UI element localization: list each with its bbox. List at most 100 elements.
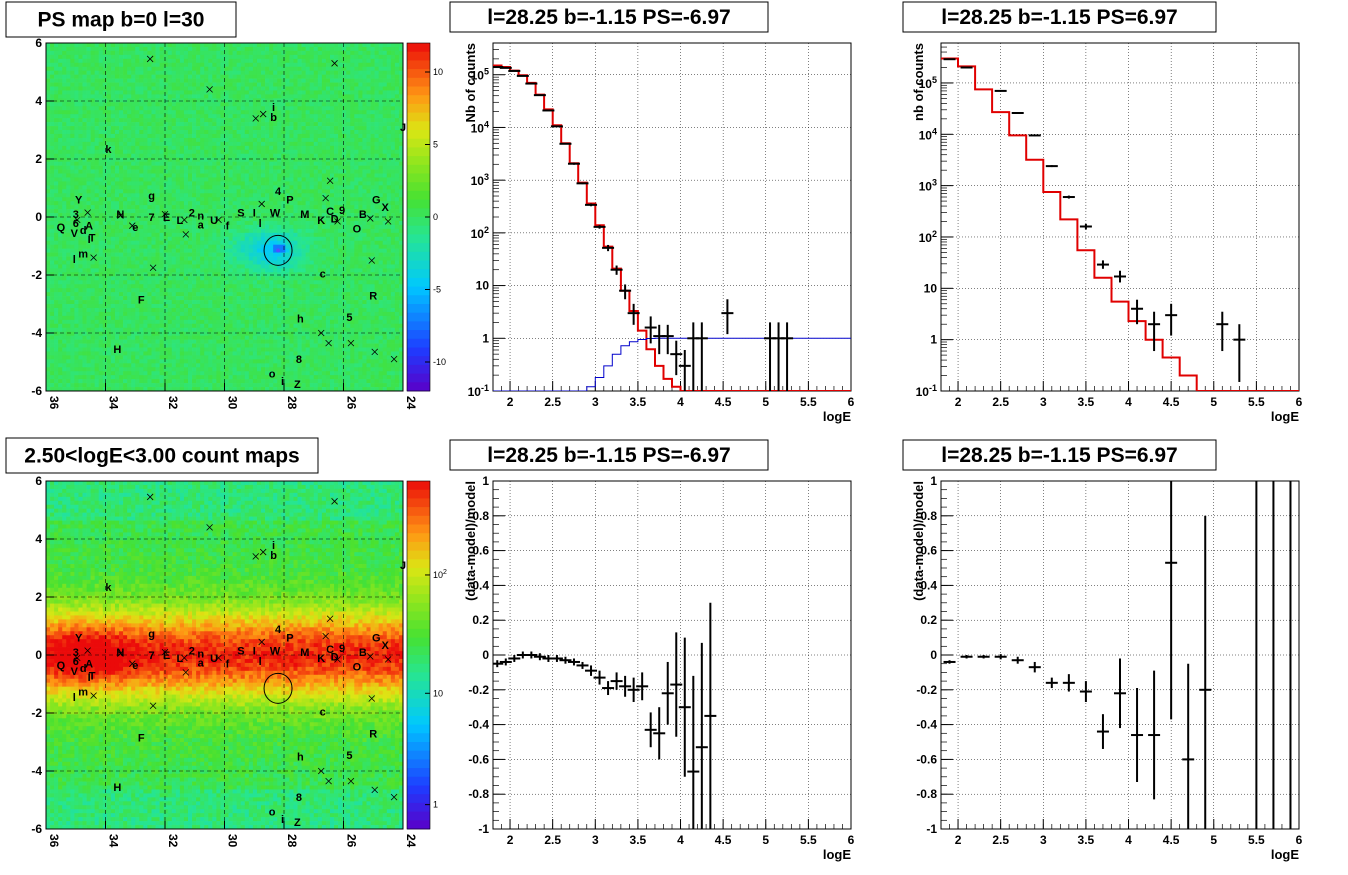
heatmap-cell	[265, 114, 270, 119]
heatmap-cell	[151, 260, 156, 265]
heatmap-cell	[187, 220, 193, 226]
heatmap-cell	[163, 300, 169, 305]
heatmap-cell	[175, 375, 181, 380]
heatmap-cell	[131, 70, 136, 75]
heatmap-cell	[66, 296, 71, 301]
heatmap-cell	[54, 201, 59, 206]
heatmap-cell	[228, 379, 233, 384]
heatmap-cell	[236, 66, 242, 72]
heatmap-cell	[94, 300, 100, 305]
heatmap-cell	[212, 379, 217, 384]
heatmap-cell	[256, 193, 262, 198]
heatmap-cell	[265, 209, 270, 214]
heatmap-cell	[224, 260, 229, 265]
heatmap-cell	[220, 339, 225, 344]
heatmap-cell	[163, 157, 169, 162]
heatmap-cell	[208, 43, 213, 48]
heatmap-cell	[90, 58, 96, 64]
heatmap-cell	[228, 70, 233, 75]
heatmap-cell	[200, 133, 205, 139]
heatmap-cell	[62, 74, 67, 79]
heatmap-cell	[261, 276, 266, 281]
heatmap-cell	[252, 256, 258, 261]
heatmap-cell	[248, 189, 254, 194]
heatmap-cell	[86, 185, 91, 190]
heatmap-cell	[78, 319, 83, 325]
heatmap-cell	[175, 351, 181, 356]
heatmap-cell	[265, 284, 270, 289]
heatmap-cell	[139, 126, 144, 131]
heatmap-cell	[50, 300, 55, 305]
heatmap-cell	[273, 185, 278, 190]
heatmap-cell	[119, 371, 124, 376]
heatmap-cell	[151, 50, 156, 56]
heatmap-cell	[220, 224, 225, 230]
heatmap-cell	[58, 379, 63, 384]
heatmap-cell	[252, 50, 258, 56]
heatmap-cell	[196, 161, 201, 166]
heatmap-cell	[110, 78, 116, 83]
heatmap-cell	[252, 137, 258, 143]
heatmap-cell	[58, 252, 63, 257]
heatmap-cell	[110, 106, 116, 111]
heatmap-cell	[183, 114, 189, 119]
heatmap-cell	[240, 311, 246, 317]
heatmap-cell	[204, 244, 209, 249]
heatmap-cell	[204, 153, 209, 159]
heatmap-cell	[114, 46, 120, 52]
heatmap-cell	[66, 43, 71, 48]
heatmap-cell	[114, 252, 120, 257]
heatmap-cell	[54, 355, 59, 360]
heatmap-cell	[244, 169, 250, 174]
heatmap-cell	[212, 355, 217, 360]
heatmap-cell	[212, 209, 217, 214]
heatmap-cell	[269, 130, 274, 135]
heatmap-cell	[58, 355, 63, 360]
heatmap-cell	[147, 165, 152, 170]
heatmap-cell	[58, 62, 63, 68]
heatmap-cell	[232, 323, 238, 329]
heatmap-cell	[131, 244, 136, 249]
heatmap-cell	[131, 323, 136, 329]
heatmap-cell	[70, 268, 75, 273]
heatmap-cell	[114, 272, 120, 277]
heatmap-cell	[78, 311, 83, 317]
heatmap-cell	[46, 343, 51, 348]
heatmap-cell	[232, 173, 238, 178]
heatmap-cell	[273, 220, 278, 226]
heatmap-cell	[236, 347, 242, 352]
heatmap-cell	[54, 86, 59, 91]
heatmap-cell	[90, 90, 96, 95]
heatmap-cell	[98, 137, 104, 143]
heatmap-cell	[196, 169, 201, 174]
heatmap-cell	[94, 363, 100, 368]
heatmap-cell	[62, 252, 67, 257]
heatmap-cell	[200, 304, 205, 309]
heatmap-cell	[131, 74, 136, 79]
heatmap-cell	[204, 145, 209, 151]
heatmap-cell	[163, 126, 169, 131]
heatmap-cell	[119, 240, 124, 246]
heatmap-cell	[171, 66, 177, 72]
heatmap-cell	[261, 177, 266, 182]
heatmap-cell	[147, 387, 152, 392]
heatmap-cell	[119, 288, 124, 293]
heatmap-cell	[143, 130, 148, 135]
heatmap-cell	[98, 375, 104, 380]
heatmap-cell	[110, 351, 116, 356]
heatmap-cell	[212, 319, 217, 325]
heatmap-cell	[90, 240, 96, 246]
heatmap-cell	[244, 70, 250, 75]
heatmap-cell	[90, 130, 96, 135]
heatmap-cell	[256, 236, 262, 242]
heatmap-cell	[265, 280, 270, 285]
heatmap-cell	[58, 193, 63, 198]
heatmap-cell	[261, 86, 266, 91]
heatmap-cell	[139, 153, 144, 159]
heatmap-cell	[74, 137, 79, 143]
heatmap-cell	[127, 296, 132, 301]
heatmap-cell	[66, 181, 71, 186]
heatmap-cell	[228, 78, 233, 83]
heatmap-cell	[208, 106, 213, 111]
heatmap-cell	[240, 43, 246, 48]
